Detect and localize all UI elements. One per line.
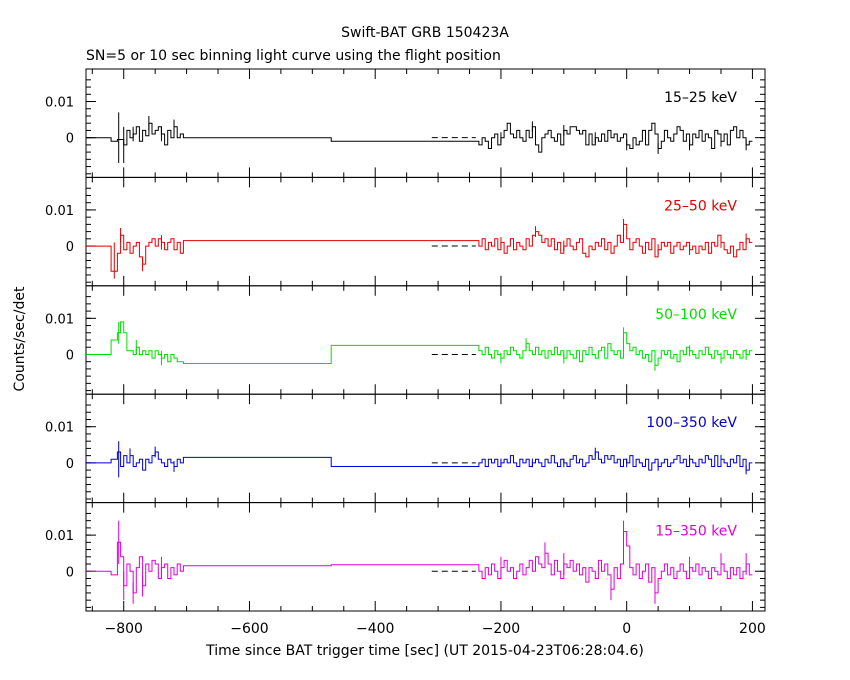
band-label: 50–100 keV <box>655 307 737 323</box>
y-tick-label: 0 <box>66 565 74 580</box>
band-label: 15–25 keV <box>664 90 737 106</box>
x-tick-label: −200 <box>482 621 520 637</box>
panel-frame <box>85 502 766 612</box>
x-tick-label: −800 <box>104 621 142 637</box>
band-label: 25–50 keV <box>664 198 737 214</box>
panel-frame <box>85 393 766 504</box>
y-axis-label: Counts/sec/det <box>12 286 28 391</box>
y-tick-label: 0.01 <box>45 204 74 219</box>
y-tick-label: 0.01 <box>45 312 74 327</box>
y-tick-label: 0 <box>66 457 74 472</box>
y-tick-label: 0.01 <box>45 529 74 544</box>
band-label: 15–350 keV <box>655 524 737 540</box>
panels-group: 0 0.01 15–25 keV 0 0.01 25–50 keV 0 0.01 50–100 … <box>45 68 766 637</box>
x-axis-label: Time since BAT trigger time [sec] (UT 20… <box>205 643 644 659</box>
y-tick-label: 0 <box>66 132 74 147</box>
y-tick-label: 0.01 <box>45 421 74 436</box>
light-curve-series <box>86 321 753 366</box>
chart-subtitle: SN=5 or 10 sec binning light curve using… <box>86 48 501 64</box>
band-label: 100–350 keV <box>646 415 737 431</box>
x-tick-label: 200 <box>739 621 766 637</box>
light-curve-series <box>86 122 753 153</box>
panel-frame <box>85 176 766 287</box>
chart-title: Swift-BAT GRB 150423A <box>341 25 509 41</box>
y-tick-label: 0.01 <box>45 96 74 111</box>
x-tick-label: −600 <box>230 621 268 637</box>
panel-2: 0 0.01 25–50 keV <box>45 176 766 287</box>
light-curve-series <box>86 531 753 594</box>
panel-frame <box>85 68 766 178</box>
panel-3: 0 0.01 50–100 keV <box>45 285 766 395</box>
light-curve-series <box>86 223 753 272</box>
panel-1: 0 0.01 15–25 keV <box>45 68 766 178</box>
panel-4: 0 0.01 100–350 keV <box>45 393 766 504</box>
light-curve-series <box>86 451 753 471</box>
x-tick-label: 0 <box>622 621 631 637</box>
x-tick-label: −400 <box>356 621 394 637</box>
y-tick-label: 0 <box>66 240 74 255</box>
y-tick-label: 0 <box>66 348 74 363</box>
panel-frame <box>85 285 766 395</box>
panel-5: 0 0.01 15–350 keV <box>45 502 766 612</box>
